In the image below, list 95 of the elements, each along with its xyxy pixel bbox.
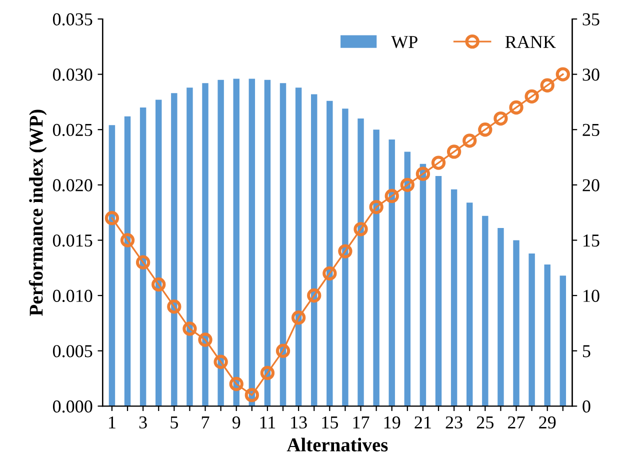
y2-tick-label: 30 [582, 68, 600, 81]
bar [342, 108, 348, 406]
point [431, 156, 446, 170]
bar [264, 80, 271, 406]
bar [404, 152, 411, 406]
bar [156, 100, 162, 406]
bar [202, 83, 208, 406]
point [167, 299, 182, 314]
point [400, 178, 414, 192]
point [214, 354, 228, 369]
bar [544, 264, 550, 406]
x-tick-label: 5 [170, 416, 178, 429]
point [369, 200, 384, 214]
point [229, 376, 244, 392]
y-tick-label: 0.000 [52, 400, 92, 413]
point [244, 388, 259, 402]
bar [140, 107, 146, 406]
y2-tick-label: 10 [584, 290, 600, 302]
bar [466, 202, 473, 406]
point [307, 288, 322, 303]
point [152, 277, 166, 292]
x-tick-label: 23 [446, 416, 462, 429]
x-tick-label: 21 [414, 416, 431, 428]
bar [528, 253, 535, 406]
bar [124, 116, 131, 406]
point [276, 344, 290, 358]
x-axis-title: Alternatives [286, 438, 388, 452]
point [198, 332, 212, 347]
y-tick-label: 0.030 [52, 68, 92, 81]
point [322, 266, 337, 280]
point [354, 222, 368, 236]
y-tick-label: 0.005 [52, 345, 92, 358]
point [556, 67, 570, 82]
bar [420, 164, 426, 406]
bar [482, 216, 488, 406]
point [260, 366, 275, 380]
point [384, 188, 399, 204]
bar [373, 130, 380, 406]
point [462, 134, 477, 148]
x-tick-label: 1 [109, 416, 116, 428]
bar [295, 88, 302, 406]
point [446, 144, 462, 159]
x-tick-label: 3 [139, 416, 147, 429]
point [509, 100, 524, 115]
bar [326, 100, 333, 406]
bar [186, 88, 193, 406]
point [524, 89, 539, 104]
bar [513, 240, 520, 406]
x-tick-label: 9 [232, 416, 240, 429]
x-tick-label: 19 [384, 416, 400, 429]
legend-label: WP [391, 36, 418, 48]
y2-tick-label: 35 [582, 13, 600, 26]
x-tick-label: 25 [476, 416, 494, 429]
x-tick-label: 13 [291, 416, 307, 429]
bar [560, 276, 566, 406]
bar [498, 228, 504, 406]
point [494, 111, 508, 126]
point [104, 211, 120, 226]
x-tick-label: 7 [202, 416, 210, 428]
y2-tick-label: 25 [582, 124, 600, 136]
bar [171, 93, 178, 406]
x-tick-label: 29 [539, 416, 556, 429]
y2-tick-label: 5 [583, 345, 590, 358]
y2-tick-label: 20 [582, 179, 600, 192]
point [416, 166, 430, 181]
y-tick-label: 0.010 [52, 290, 92, 302]
bar [280, 83, 286, 406]
point [540, 78, 554, 92]
x-tick-label: 11 [260, 416, 276, 428]
x-tick-label: 17 [353, 416, 370, 428]
x-tick-label: 15 [322, 416, 338, 429]
bar [435, 176, 442, 406]
legend-label: RANK [505, 36, 556, 48]
y-tick-label: 0.015 [52, 234, 92, 247]
point [338, 244, 352, 258]
bar [311, 94, 318, 406]
point [136, 255, 150, 270]
x-tick-label: 27 [508, 416, 525, 428]
point [478, 122, 492, 137]
y2-tick-label: 0 [582, 400, 590, 413]
bar [358, 118, 364, 406]
point [291, 310, 306, 325]
point [120, 233, 135, 248]
bar [218, 80, 224, 406]
y2-tick-label: 15 [584, 234, 600, 247]
bar [233, 78, 240, 406]
y-axis-title: Performance index (WP) [28, 110, 47, 316]
bar [450, 189, 458, 406]
y-tick-label: 0.035 [52, 13, 92, 26]
point [182, 322, 197, 336]
y-tick-label: 0.020 [52, 179, 92, 192]
bar [108, 125, 116, 406]
y-tick-label: 0.025 [52, 124, 92, 136]
bar [388, 140, 395, 406]
bar [248, 78, 256, 406]
